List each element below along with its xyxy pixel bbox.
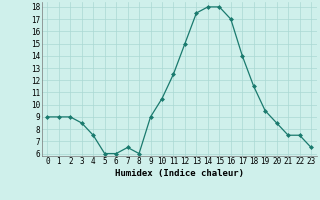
- X-axis label: Humidex (Indice chaleur): Humidex (Indice chaleur): [115, 169, 244, 178]
